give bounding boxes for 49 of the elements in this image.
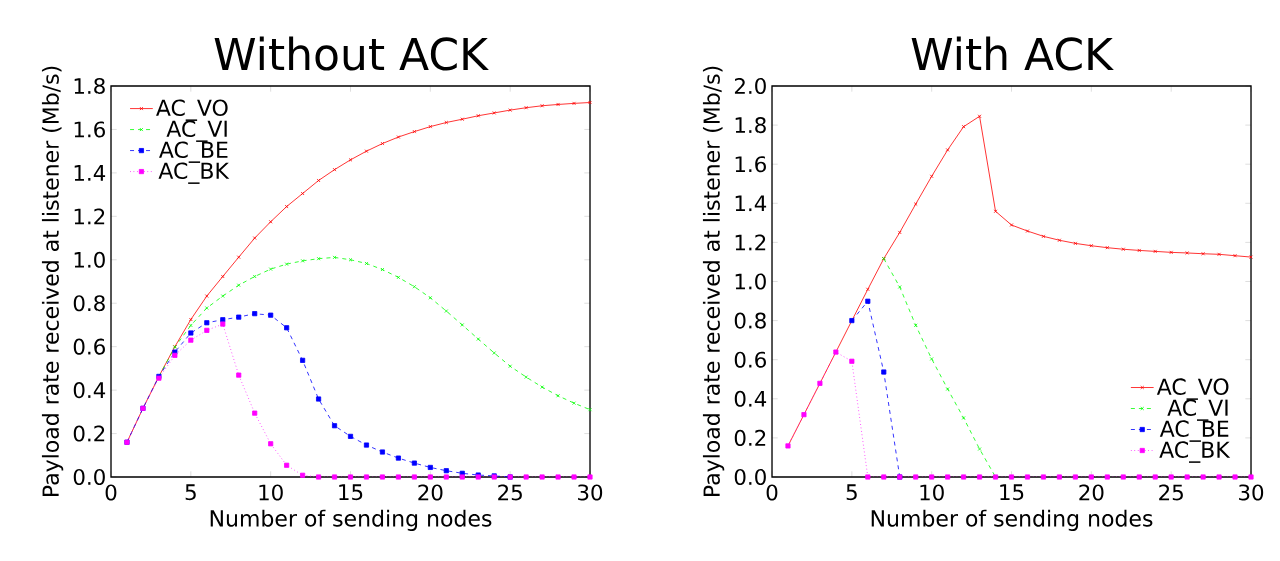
x-tick-label: 30 [1239,484,1264,501]
x-axis-title: Number of sending nodes [871,509,1153,531]
x-tick-label: 10 [259,484,283,501]
x-tick-label: 15 [339,484,363,501]
legend-label: AC_BE [159,141,228,163]
y-tick-label: 1.2 [74,208,105,225]
x-tick-label: 20 [1079,484,1104,501]
y-tick-label: 0.0 [734,468,766,486]
y-tick-label: 0.4 [734,390,767,407]
legend-label: AC_BE [1159,420,1229,442]
x-tick-label: 10 [920,484,944,501]
x-tick-label: 0 [766,484,778,501]
legend-label: AC_VI [166,120,227,142]
y-axis-title: Payload rate received at listener (Mb/s) [702,66,725,496]
y-tick-label: 0.4 [73,382,106,399]
y-tick-label: 1.6 [735,156,766,173]
y-tick-label: 0.6 [734,351,766,368]
y-tick-label: 0.2 [73,425,105,442]
y-tick-label: 1.8 [74,77,105,95]
x-tick-label: 5 [185,484,196,501]
legend-label: AC_BK [158,162,230,184]
y-tick-label: 1.2 [735,234,766,251]
legend-label: AC_BK [1159,441,1231,463]
legend-label: AC_VO [1156,378,1229,400]
y-tick-label: 2.0 [734,77,766,95]
x-tick-label: 0 [105,484,117,501]
chart-title: With ACK [911,36,1114,71]
x-tick-label: 25 [1159,484,1183,501]
legend-label: AC_VO [156,99,228,121]
x-tick-label: 5 [846,484,857,501]
x-tick-label: 20 [418,484,443,501]
y-tick-label: 1.6 [74,121,105,138]
y-tick-label: 0.0 [73,468,105,486]
x-tick-label: 30 [578,484,603,501]
x-tick-label: 25 [498,484,522,501]
y-tick-label: 0.8 [734,312,766,329]
chart-title: Without ACK [214,36,489,71]
y-tick-label: 1.0 [74,251,105,268]
y-tick-label: 1.0 [735,273,766,290]
y-tick-label: 0.6 [73,338,105,355]
y-tick-label: 1.8 [735,117,766,134]
y-tick-label: 0.8 [73,295,105,312]
y-axis-title: Payload rate received at listener (Mb/s) [41,66,64,496]
x-axis-title: Number of sending nodes [210,509,492,531]
y-tick-label: 1.4 [74,165,106,181]
y-tick-label: 0.2 [734,429,766,446]
legend-label: AC_VI [1167,399,1228,421]
y-tick-label: 1.4 [735,195,767,212]
x-tick-label: 15 [1000,484,1024,501]
